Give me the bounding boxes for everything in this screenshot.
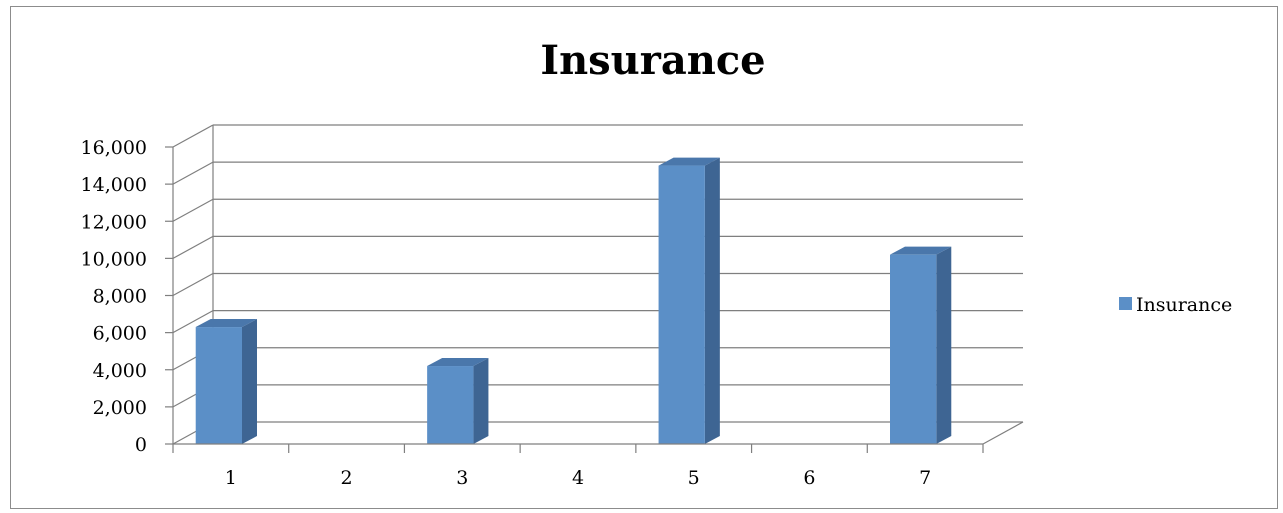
bar-top [890,246,952,255]
bar-side [473,358,489,444]
y-tick-label: 8,000 [93,286,147,308]
gridline-depth [172,235,214,259]
bar-front [427,366,474,444]
chart-title: Insurance [540,37,765,84]
x-tick-label: 2 [341,467,353,489]
bar [658,157,720,444]
x-tick-label: 4 [572,467,584,489]
y-tick-label: 14,000 [81,174,147,196]
bar-front [195,327,242,444]
chart-frame: 0 2,000 4,000 6,000 8,000 10,000 12,000 14,000 1… [10,6,1278,509]
legend-swatch-insurance [1119,297,1132,310]
bar-side [704,157,720,444]
gridline-depth [172,310,214,334]
bar-front [890,254,937,444]
y-tick-label: 4,000 [93,360,147,382]
x-tick-label: 1 [225,467,237,489]
gridline-depth [172,198,214,222]
bar-chart: 0 2,000 4,000 6,000 8,000 10,000 12,000 14,000 1… [81,37,1233,489]
bar [427,358,489,444]
y-tick-label: 2,000 [93,397,147,419]
y-tick-label: 0 [135,434,147,456]
bar [195,319,257,444]
bar [890,246,952,444]
x-tick-label: 5 [688,467,700,489]
x-tick-label: 6 [803,467,815,489]
y-tick-label: 12,000 [81,211,147,233]
bar-front [658,165,705,444]
bar-top [658,157,720,166]
x-tick-label: 3 [456,467,468,489]
y-tick-label: 16,000 [81,137,147,159]
axis-layer: 0 2,000 4,000 6,000 8,000 10,000 12,000 14,000 1… [81,137,1024,489]
gridline-depth [172,161,214,185]
floor-edge [982,421,1024,445]
y-tick-label: 6,000 [93,323,147,345]
gridline-depth [172,272,214,297]
legend: Insurance [1119,294,1232,316]
bar-side [242,319,257,444]
x-tick-label: 7 [919,467,931,489]
y-tick-label: 10,000 [81,248,147,270]
bars-layer [195,157,952,444]
gridline-depth [172,124,214,148]
bar-side [936,246,952,444]
legend-label-insurance: Insurance [1136,294,1232,316]
bar-top [195,319,257,328]
grid-layer [172,124,1023,445]
bar-top [427,358,489,367]
